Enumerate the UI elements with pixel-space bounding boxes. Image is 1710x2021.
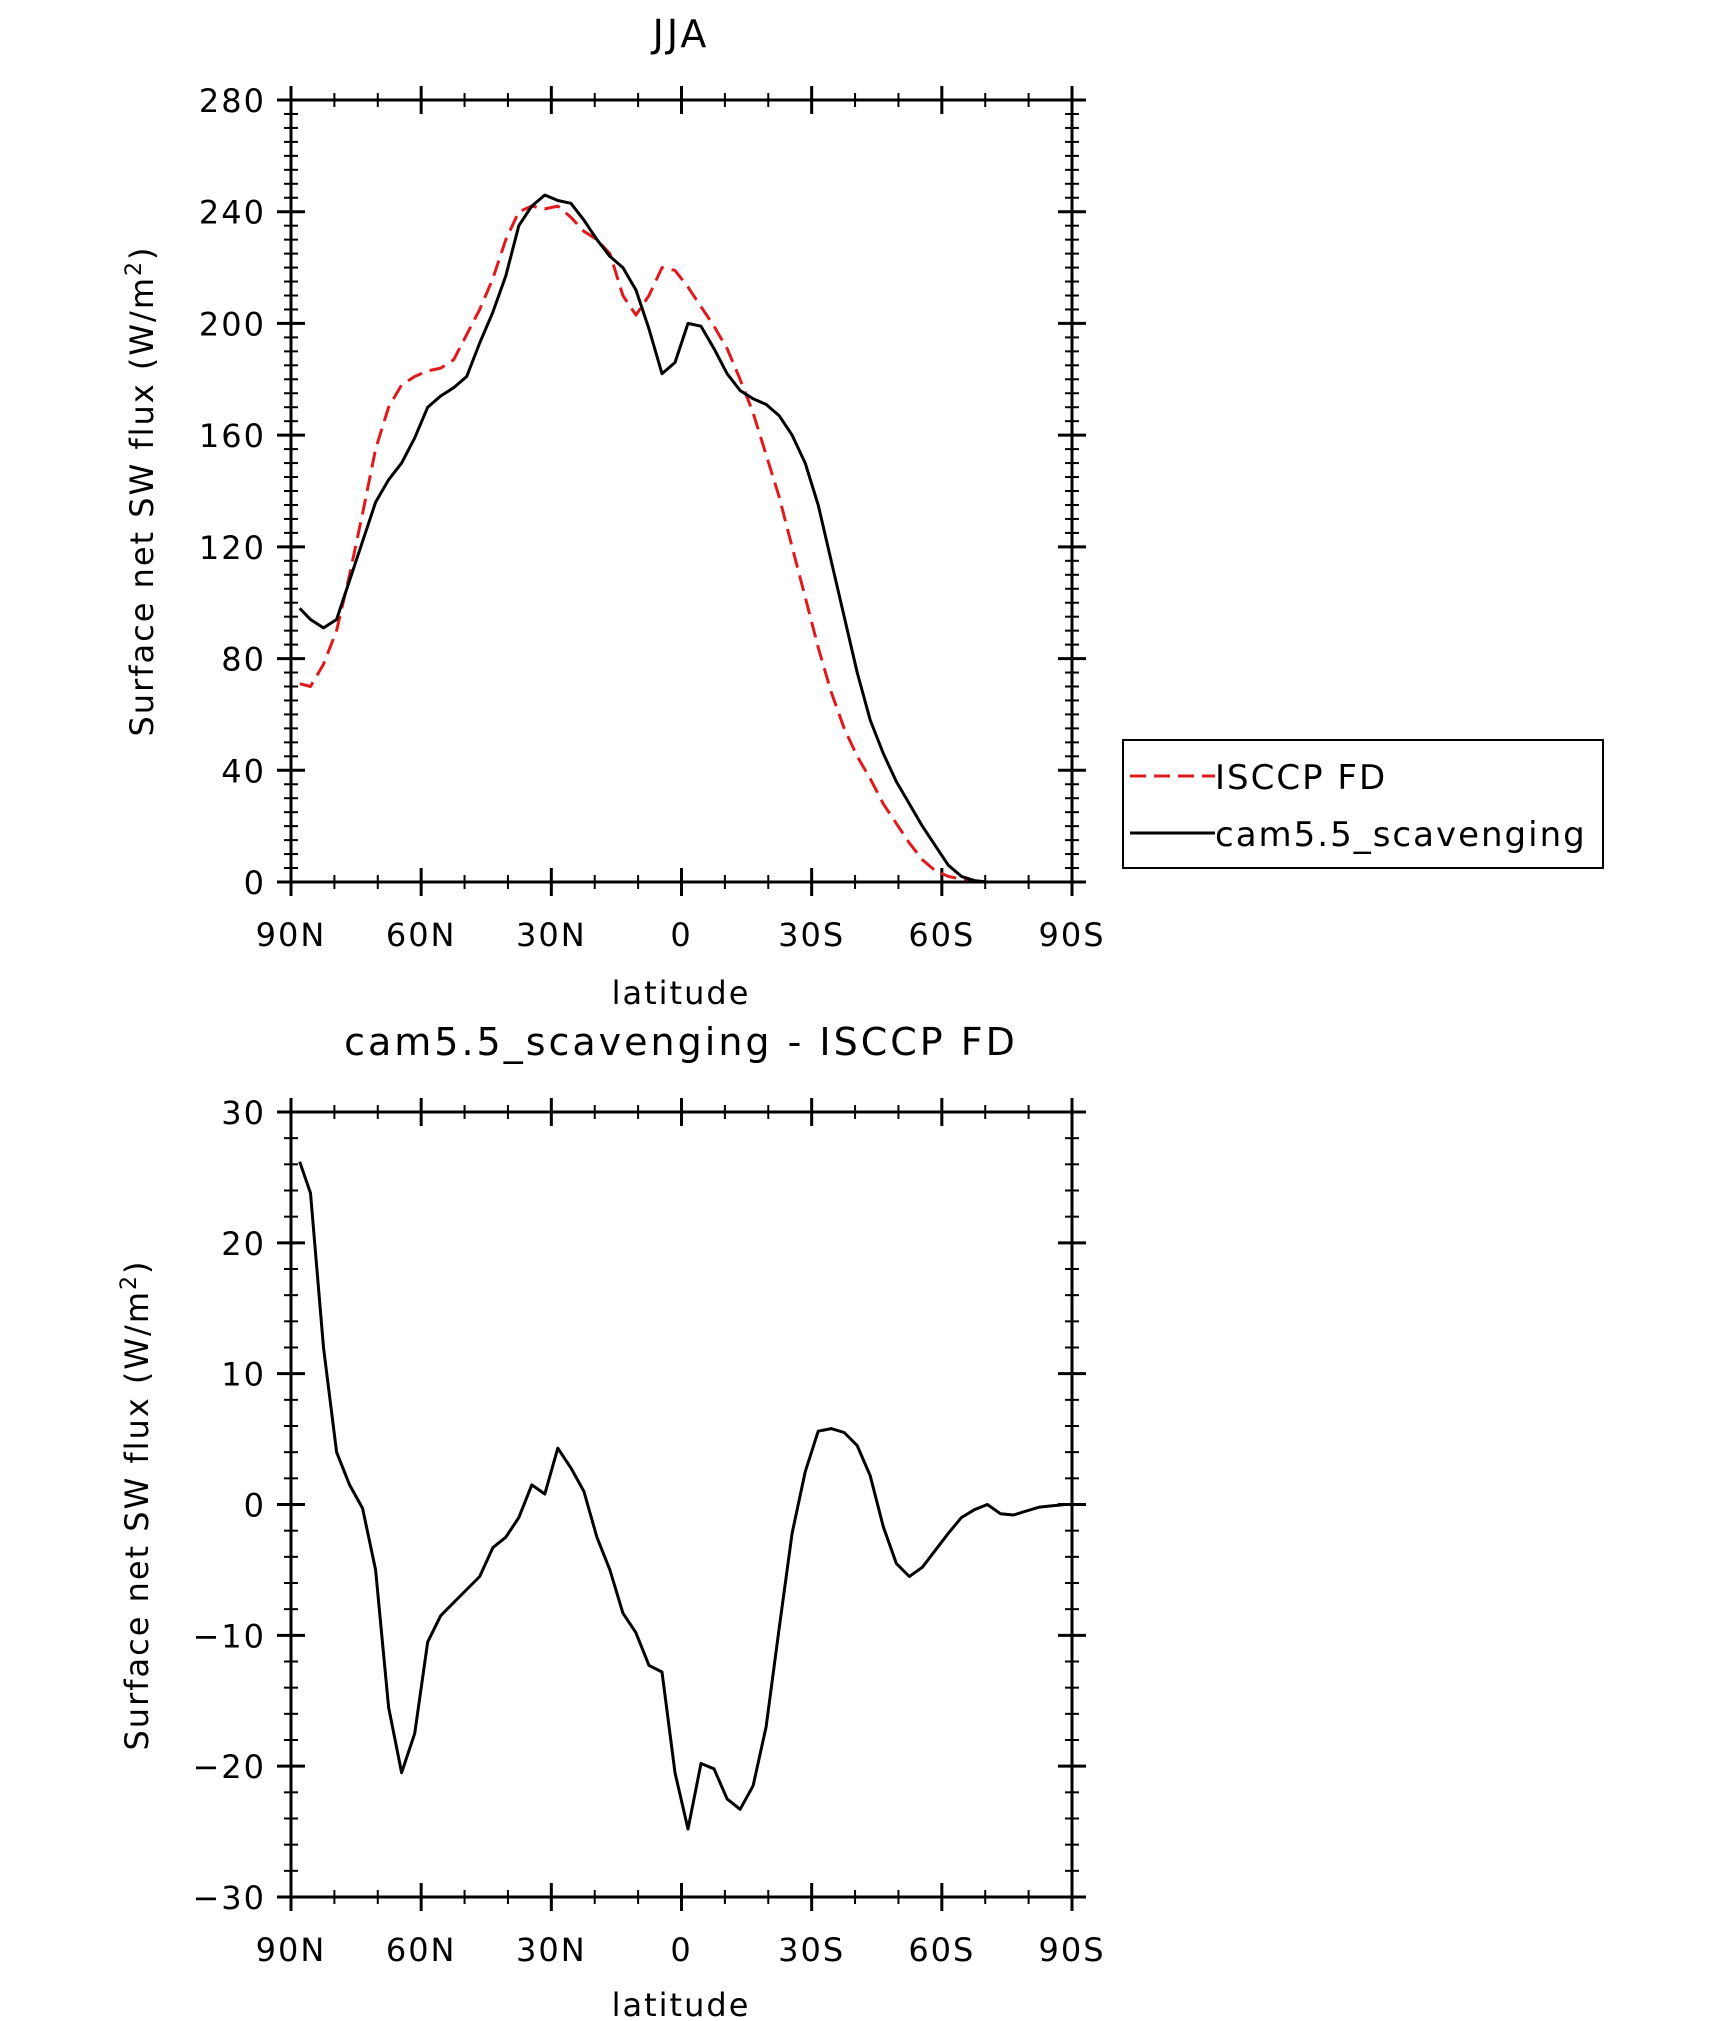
top-panel-frame: [289, 98, 1074, 884]
bottom-x-tick-label: 90S: [1038, 1931, 1105, 1969]
bottom-panel-x-axis-label: latitude: [612, 1986, 751, 2021]
top-panel-y-axis-label: Surface net SW flux (W/m2): [122, 246, 161, 737]
top-x-tick-label: 90S: [1038, 916, 1105, 954]
top-y-label-close: ): [123, 246, 161, 260]
top-x-tick-label: 60N: [386, 916, 457, 954]
bottom-x-tick-label: 30N: [516, 1931, 587, 1969]
top-y-tick-label: 120: [199, 529, 266, 567]
top-panel: JJA 0 40 80 120 160 200 240 280 90N 60N 30N 0 30S 60…: [122, 12, 1604, 1012]
bottom-panel-ticks: [277, 1098, 1086, 1911]
top-y-tick-label: 200: [199, 305, 266, 343]
legend-box: [1122, 739, 1604, 869]
bottom-panel-title: cam5.5_scavenging - ISCCP FD: [344, 1020, 1018, 1064]
bottom-y-tick-label: 20: [221, 1225, 266, 1263]
bottom-panel-series: [298, 1161, 1066, 1831]
top-y-label-superscript: 2: [122, 260, 147, 276]
top-panel-y-tick-labels: 0 40 80 120 160 200 240 280: [199, 82, 266, 902]
legend: ISCCP FD cam5.5_scavenging: [1122, 739, 1604, 869]
bottom-y-tick-label: 0: [244, 1487, 266, 1525]
bottom-y-label-superscript: 2: [117, 1274, 142, 1290]
top-panel-x-axis-label: latitude: [612, 974, 751, 1012]
bottom-y-label-close: ): [118, 1260, 156, 1274]
bottom-panel: cam5.5_scavenging - ISCCP FD −30 −20 −10 0 1…: [117, 1020, 1105, 2021]
top-y-tick-label: 0: [244, 864, 266, 902]
bottom-panel-frame: [289, 1110, 1074, 1899]
bottom-panel-x-tick-labels: 90N 60N 30N 0 30S 60S 90S: [256, 1931, 1105, 1969]
bottom-y-tick-label: 10: [221, 1356, 266, 1394]
top-x-tick-label: 30S: [778, 916, 845, 954]
bottom-x-tick-label: 30S: [778, 1931, 845, 1969]
top-y-label-main: Surface net SW flux (W/m: [123, 276, 161, 737]
top-y-tick-label: 160: [199, 417, 266, 455]
top-y-tick-label: 40: [221, 752, 266, 790]
top-y-tick-label: 240: [199, 194, 266, 232]
legend-label-isccp: ISCCP FD: [1215, 758, 1387, 798]
bottom-x-tick-label: 90N: [256, 1931, 327, 1969]
bottom-x-tick-label: 60N: [386, 1931, 457, 1969]
bottom-y-tick-label: −10: [192, 1617, 266, 1655]
bottom-series-line-difference: [298, 1161, 1066, 1831]
top-panel-ticks: [277, 86, 1086, 896]
top-series-line-cam5-5-scavenging: [298, 193, 1066, 884]
bottom-x-tick-label: 60S: [908, 1931, 975, 1969]
top-x-tick-label: 30N: [516, 916, 587, 954]
top-panel-x-tick-labels: 90N 60N 30N 0 30S 60S 90S: [256, 916, 1105, 954]
top-x-tick-label: 60S: [908, 916, 975, 954]
bottom-y-tick-label: 30: [221, 1094, 266, 1132]
legend-label-cam: cam5.5_scavenging: [1215, 815, 1587, 855]
top-y-tick-label: 280: [199, 82, 266, 120]
top-x-tick-label: 0: [670, 916, 692, 954]
top-x-tick-label: 90N: [256, 916, 327, 954]
bottom-panel-y-tick-labels: −30 −20 −10 0 10 20 30: [192, 1094, 266, 1917]
bottom-y-label-main: Surface net SW flux (W/m: [118, 1290, 156, 1751]
bottom-x-tick-label: 0: [670, 1931, 692, 1969]
bottom-y-tick-label: −20: [192, 1748, 266, 1786]
top-y-tick-label: 80: [221, 641, 266, 679]
bottom-panel-y-axis-label: Surface net SW flux (W/m2): [117, 1260, 156, 1751]
top-series-line-isccp-fd: [299, 204, 1066, 884]
top-panel-title: JJA: [651, 12, 710, 56]
bottom-y-tick-label: −30: [192, 1879, 266, 1917]
top-panel-series: [298, 193, 1066, 884]
